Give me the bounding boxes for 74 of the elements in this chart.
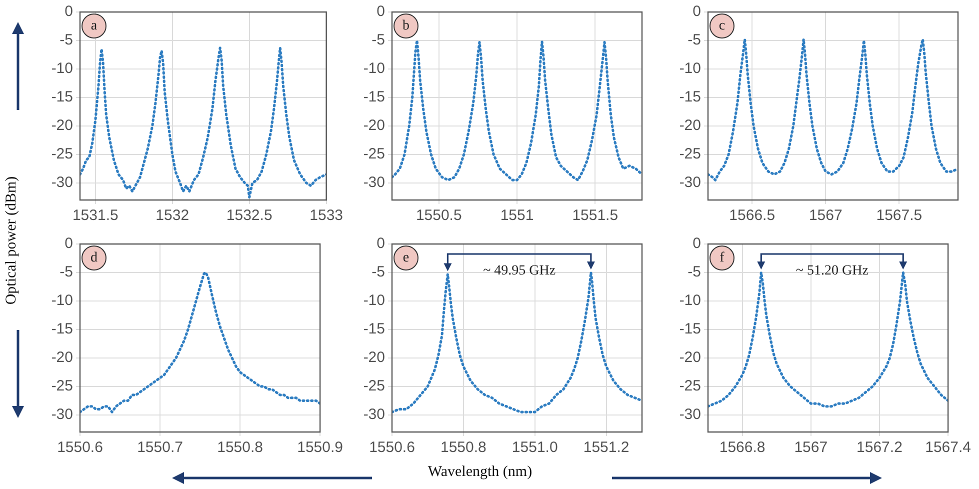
y-tick-label: 0 (692, 3, 701, 20)
annotation: e (402, 250, 410, 266)
annotation: c (718, 18, 726, 34)
y-tick-label: -15 (679, 320, 701, 338)
y-tick-label: -30 (51, 174, 73, 192)
y-tick-label: -20 (679, 117, 701, 134)
y-tick-label: -30 (679, 174, 701, 192)
y-tick-label: 0 (64, 3, 73, 20)
y-tick-label: -30 (363, 174, 385, 192)
y-tick-label: -20 (679, 349, 701, 366)
y-tick-label: 0 (376, 3, 385, 20)
y-tick-label: -25 (679, 146, 701, 163)
x-tick-label: 1551 (500, 207, 534, 224)
x-tick-label: 1567 (808, 207, 842, 224)
x-tick-label: 1566.5 (729, 207, 776, 224)
y-tick-label: -5 (60, 32, 73, 49)
x-tick-label: 1550.6 (369, 439, 415, 456)
annotation: ~ 51.20 GHz (796, 264, 868, 279)
x-tick-label: 1532 (156, 207, 190, 224)
y-tick-label: -20 (363, 349, 385, 366)
y-tick-label: -10 (51, 292, 73, 310)
annotation: f (720, 250, 725, 266)
y-tick-label: -25 (51, 146, 73, 163)
x-tick-label: 1550.6 (57, 439, 103, 456)
y-tick-label: 0 (692, 235, 701, 252)
y-tick-label: -10 (51, 60, 73, 78)
y-tick-label: -30 (679, 406, 701, 424)
y-tick-label: -10 (679, 60, 701, 78)
y-tick-label: -25 (363, 146, 385, 163)
x-tick-label: 1550.8 (440, 439, 486, 456)
x-tick-label: 1551.2 (583, 439, 630, 456)
y-tick-label: -20 (51, 117, 73, 134)
x-tick-label: 1532.5 (226, 207, 272, 224)
y-tick-label: -25 (679, 378, 701, 395)
x-tick-label: 1550.9 (297, 439, 344, 456)
y-tick-label: -25 (51, 378, 73, 395)
x-tick-label: 1550.8 (217, 439, 263, 456)
y-tick-label: -20 (363, 117, 385, 134)
x-tick-label: 1567.2 (856, 439, 902, 456)
y-tick-label: -10 (679, 292, 701, 310)
y-tick-label: -30 (363, 406, 385, 424)
annotation: d (90, 250, 98, 266)
y-tick-label: -30 (51, 406, 73, 424)
x-tick-label: 1567 (794, 439, 828, 456)
y-tick-label: -15 (51, 88, 73, 106)
x-tick-label: 1567.5 (876, 207, 922, 224)
y-tick-label: -15 (363, 320, 385, 338)
y-tick-label: -25 (363, 378, 385, 395)
annotation: a (90, 18, 98, 34)
y-tick-label: -15 (679, 88, 701, 106)
y-tick-label: -5 (372, 32, 385, 49)
y-tick-label: -10 (363, 292, 385, 310)
y-tick-label: -20 (51, 349, 73, 366)
y-axis-title: Optical power (dBm) (4, 175, 20, 307)
x-tick-label: 1566.8 (719, 439, 766, 456)
y-tick-label: -5 (688, 32, 701, 49)
x-tick-label: 1550.5 (416, 207, 462, 224)
x-tick-label: 1551.0 (512, 439, 558, 456)
y-tick-label: -5 (372, 264, 385, 281)
x-axis-title: Wavelength (nm) (426, 464, 534, 481)
y-tick-label: -5 (60, 264, 73, 281)
x-tick-label: 1533 (310, 207, 344, 224)
x-tick-label: 1531.5 (72, 207, 118, 224)
x-tick-label: 1567.4 (925, 439, 972, 456)
y-tick-label: -10 (363, 60, 385, 78)
y-tick-label: -5 (688, 264, 701, 281)
y-tick-label: 0 (376, 235, 385, 252)
y-tick-label: -15 (363, 88, 385, 106)
annotation: ~ 49.95 GHz (483, 264, 556, 279)
y-tick-label: -15 (51, 320, 73, 338)
annotation: b (402, 18, 410, 34)
y-tick-label: 0 (64, 235, 73, 252)
x-tick-label: 1551.5 (572, 207, 618, 224)
x-tick-label: 1550.7 (137, 439, 183, 456)
